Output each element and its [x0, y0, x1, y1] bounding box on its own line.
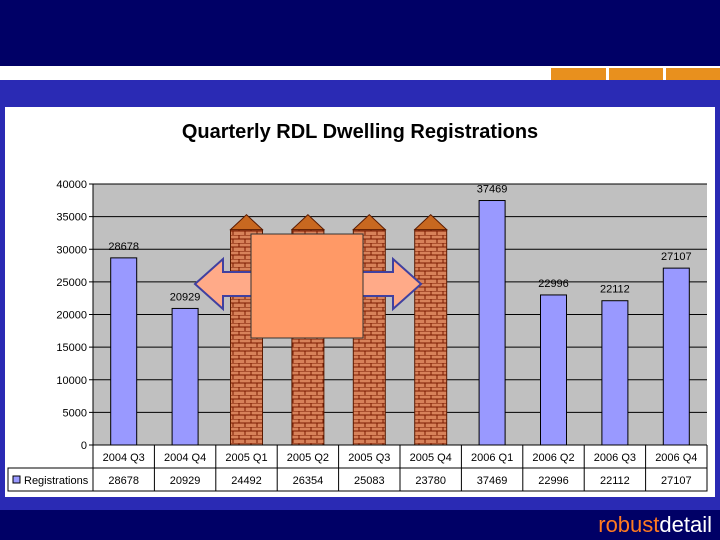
chimney-roof: [352, 213, 387, 231]
y-tick-label: 20000: [56, 310, 87, 322]
table-cell: 25083: [354, 475, 385, 487]
x-tick-label: 2004 Q3: [103, 452, 145, 464]
orange-tab: [551, 68, 606, 80]
x-tick-label: 2006 Q3: [594, 452, 636, 464]
data-label: 20929: [170, 291, 201, 303]
x-tick-label: 2004 Q4: [164, 452, 206, 464]
y-tick-label: 25000: [56, 277, 87, 289]
bar: [601, 300, 629, 446]
chart-panel: Quarterly RDL Dwelling Registrations 0 50…: [5, 107, 715, 497]
bar: [478, 200, 506, 446]
legend-swatch: [12, 475, 21, 484]
y-tick-label: 10000: [56, 375, 87, 387]
bar: [540, 294, 567, 446]
x-tick-label: 2005 Q3: [348, 452, 390, 464]
table-cell: 27107: [661, 475, 692, 487]
table-cell: 37469: [477, 475, 508, 487]
table-cell: 20929: [170, 475, 201, 487]
table-cell: 28678: [108, 475, 139, 487]
data-label: 37469: [477, 184, 508, 196]
y-tick-label: 15000: [56, 342, 87, 354]
table-cell: 26354: [293, 475, 324, 487]
data-label: 22996: [538, 278, 569, 290]
bar: [662, 267, 690, 446]
bar: [171, 307, 199, 446]
bar: [110, 257, 138, 446]
orange-tab: [666, 68, 720, 80]
brand-logo: robustdetail: [598, 512, 712, 538]
y-tick-label: 5000: [63, 407, 87, 419]
x-tick-label: 2006 Q4: [655, 452, 697, 464]
data-label: 22112: [600, 284, 630, 296]
x-tick-label: 2005 Q2: [287, 452, 329, 464]
chimney-roof: [413, 213, 448, 231]
chimney-roof: [229, 213, 264, 231]
y-tick-label: 40000: [56, 179, 87, 191]
white-strip: [0, 66, 720, 80]
x-tick-label: 2006 Q2: [532, 452, 574, 464]
brand-part2: detail: [659, 512, 712, 537]
y-tick-label: 0: [81, 440, 87, 452]
bar-chart: 0 5000 10000 15000 20000 25000 30000 35000 40000…: [7, 179, 708, 492]
table-cell: 23780: [415, 475, 446, 487]
x-tick-label: 2005 Q1: [225, 452, 267, 464]
brick-chimney: [414, 229, 448, 446]
brand-part1: robust: [598, 512, 660, 537]
table-cell: 24492: [231, 475, 262, 487]
chimney-roof: [290, 213, 326, 231]
table-cell: 22996: [538, 475, 569, 487]
x-tick-label: 2005 Q4: [410, 452, 452, 464]
header-band: [0, 0, 720, 66]
legend-label: Registrations: [24, 475, 89, 487]
y-tick-label: 30000: [56, 244, 87, 256]
data-label: 27107: [661, 251, 692, 263]
footer: robustdetail: [0, 510, 720, 540]
y-tick-label: 35000: [56, 212, 87, 224]
table-cell: 22112: [600, 475, 630, 487]
x-tick-label: 2006 Q1: [471, 452, 513, 464]
chart-title: Quarterly RDL Dwelling Registrations: [181, 121, 539, 143]
overlay-box: [250, 233, 364, 339]
orange-tab: [609, 68, 663, 80]
data-label: 28678: [108, 241, 139, 253]
